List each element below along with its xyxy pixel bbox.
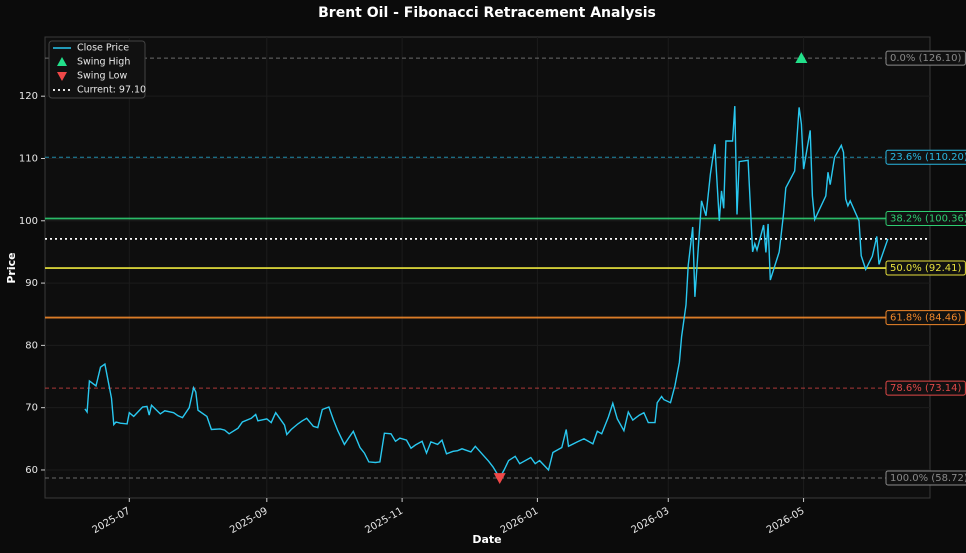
legend-swatch xyxy=(57,72,67,81)
fib-label: 100.0% (58.72) xyxy=(890,473,966,484)
fib-label-box xyxy=(885,260,966,276)
legend-label: Current: 97.10 xyxy=(77,85,146,96)
legend-box xyxy=(48,40,146,99)
y-tick-label: 70 xyxy=(25,403,38,414)
legend-label: Swing High xyxy=(77,57,130,68)
x-axis-label: Date xyxy=(472,533,501,546)
fib-label: 23.6% (110.20) xyxy=(890,152,966,163)
chart-title: Brent Oil - Fibonacci Retracement Analys… xyxy=(318,5,656,21)
fib-label-box xyxy=(885,149,966,165)
y-tick-label: 110 xyxy=(19,153,38,164)
fib-label: 38.2% (100.36) xyxy=(890,214,966,225)
swing-marker xyxy=(493,473,506,484)
fib-label-box xyxy=(885,211,966,227)
y-tick-label: 60 xyxy=(25,465,38,476)
fib-label-box xyxy=(885,470,966,486)
y-tick-label: 120 xyxy=(19,91,38,102)
y-tick-label: 100 xyxy=(19,216,38,227)
fib-label-box xyxy=(885,380,966,396)
swing-marker xyxy=(795,52,808,63)
legend-label: Close Price xyxy=(77,43,129,54)
price-line xyxy=(84,106,889,480)
y-tick-label: 90 xyxy=(25,278,38,289)
legend-label: Swing Low xyxy=(77,71,127,82)
fib-label: 78.6% (73.14) xyxy=(890,383,961,394)
fib-label: 61.8% (84.46) xyxy=(890,313,961,324)
y-tick-label: 80 xyxy=(25,340,38,351)
fib-label-box xyxy=(885,50,966,66)
fib-label: 50.0% (92.41) xyxy=(890,263,961,274)
fib-label: 0.0% (126.10) xyxy=(890,53,961,64)
legend: Close Price Swing High Swing Low Current: 9… xyxy=(48,40,146,99)
y-axis-label: Price xyxy=(5,252,18,283)
legend-swatch xyxy=(57,57,67,66)
fib-label-box xyxy=(885,310,966,326)
